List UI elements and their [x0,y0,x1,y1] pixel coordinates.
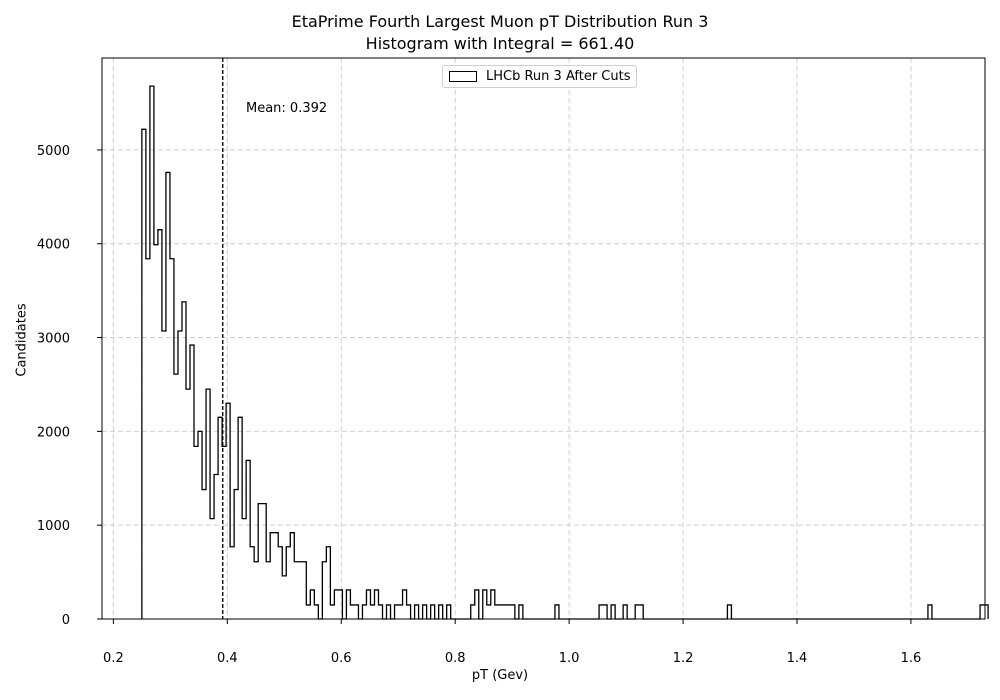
x-tick-label: 0.2 [103,651,124,666]
x-tick-label: 0.8 [445,651,466,666]
legend-label: LHCb Run 3 After Cuts [486,69,631,84]
y-tick-label: 4000 [37,238,70,253]
y-axis-ticks: 0 1000 2000 3000 4000 5000 [37,144,102,628]
y-tick-label: 0 [62,613,70,628]
histogram-series [141,85,989,620]
histogram-step-line [141,85,989,620]
y-tick-label: 3000 [37,332,70,347]
legend: LHCb Run 3 After Cuts [442,65,638,88]
chart-title: EtaPrime Fourth Largest Muon pT Distribu… [291,12,709,31]
legend-swatch [449,71,477,82]
y-tick-label: 5000 [37,144,70,159]
y-axis-label: Candidates [14,303,30,377]
y-tick-label: 2000 [37,425,70,440]
plot-frame [101,57,986,620]
x-axis-label: pT (Gev) [471,668,529,683]
x-tick-label: 0.4 [217,651,238,666]
x-tick-label: 1.6 [901,651,922,666]
y-tick-label: 1000 [37,519,70,534]
mean-annotation: Mean: 0.392 [246,101,328,116]
x-tick-label: 1.4 [787,651,808,666]
x-tick-label: 1.0 [559,651,580,666]
x-tick-label: 0.6 [331,651,352,666]
chart-subtitle: Histogram with Integral = 661.40 [365,34,635,53]
x-axis-ticks: 0.2 0.4 0.6 0.8 1.0 1.2 1.4 1.6 [103,619,921,666]
x-tick-label: 1.2 [673,651,694,666]
